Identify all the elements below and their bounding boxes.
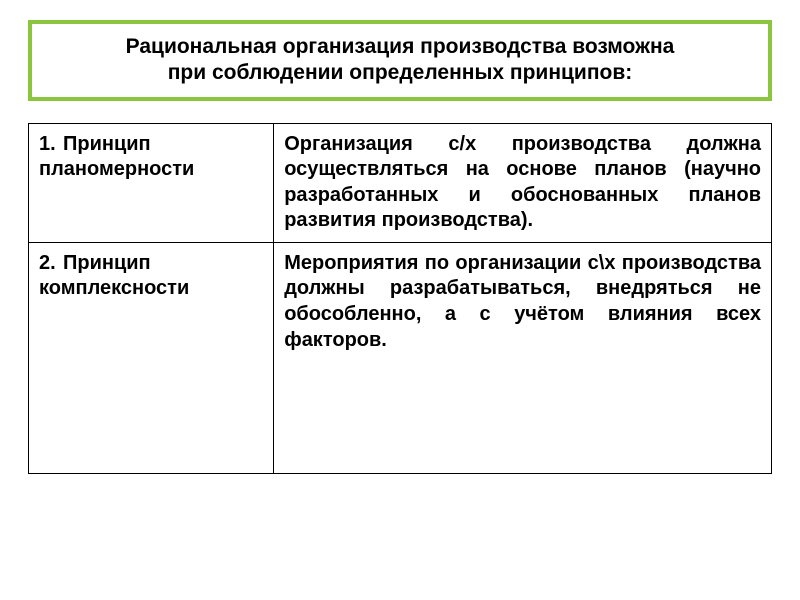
- principle-desc: Мероприятия по организации с\х производс…: [284, 252, 761, 351]
- principle-name-cell: 1.Принцип планомерности: [29, 123, 274, 242]
- principle-name: Принцип планомерности: [39, 133, 194, 181]
- row-number: 1.: [39, 132, 63, 158]
- principles-table: 1.Принцип планомерности Организация с/х …: [28, 123, 772, 475]
- table-row: 1.Принцип планомерности Организация с/х …: [29, 123, 772, 242]
- title-line-1: Рациональная организация производства во…: [126, 35, 675, 58]
- slide: Рациональная организация производства во…: [0, 0, 800, 600]
- principle-desc-cell: Мероприятия по организации с\х производс…: [274, 242, 772, 473]
- title-box: Рациональная организация производства во…: [28, 20, 772, 101]
- principle-desc: Организация с/х производства должна осущ…: [284, 133, 761, 232]
- row-number: 2.: [39, 251, 63, 277]
- principle-desc-cell: Организация с/х производства должна осущ…: [274, 123, 772, 242]
- principle-name-cell: 2.Принцип комплексности: [29, 242, 274, 473]
- table-row: 2.Принцип комплексности Мероприятия по о…: [29, 242, 772, 473]
- title-line-2: при соблюдении определенных принципов:: [168, 61, 632, 84]
